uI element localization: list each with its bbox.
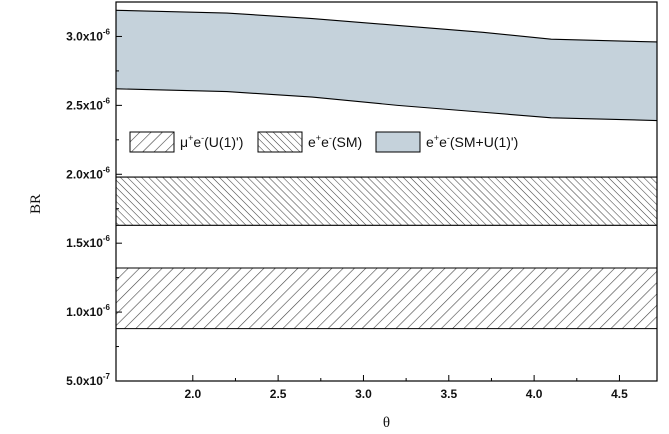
legend: μ+e-(U(1)') e+e-(SM) e+e-(SM+U(1)') [129, 131, 518, 153]
x-tick-label: 4.5 [611, 387, 628, 401]
x-axis: 2.0 2.5 3.0 3.5 4.0 4.5 [184, 375, 628, 401]
legend-item-3: e+e-(SM+U(1)') [375, 131, 518, 153]
band-3-upper-edge [115, 9, 658, 43]
legend-swatch [257, 131, 303, 153]
y-tick-label: 1.5x10-6 [66, 234, 110, 250]
x-tick-label: 2.5 [270, 387, 287, 401]
legend-label: μ+e-(U(1)') [180, 133, 243, 150]
y-tick-label: 2.0x10-6 [66, 165, 110, 181]
y-tick-label: 3.0x10-6 [66, 27, 110, 43]
x-tick-label: 3.5 [440, 387, 457, 401]
band-2 [116, 177, 657, 226]
y-tick-label: 1.0x10-6 [66, 303, 110, 319]
plot-bands [115, 9, 658, 330]
legend-swatch [375, 131, 421, 153]
legend-label: e+e-(SM+U(1)') [426, 133, 518, 150]
y-tick-label: 2.5x10-6 [66, 96, 110, 112]
plot-frame [115, 1, 658, 382]
y-axis-title: BR [28, 194, 44, 214]
legend-swatch [129, 131, 175, 153]
band-3-lower-edge [115, 88, 658, 122]
x-tick-label: 3.0 [355, 387, 372, 401]
y-tick-label: 5.0x10-7 [66, 372, 110, 388]
legend-item-2: e+e-(SM) [257, 131, 362, 153]
x-axis-title: θ [383, 415, 390, 431]
x-tick-label: 2.0 [184, 387, 201, 401]
y-axis: 5.0x10-7 1.0x10-6 1.5x10-6 2.0x10-6 2.5x10-6… [66, 27, 122, 388]
band-1 [116, 267, 657, 329]
x-tick-label: 4.0 [526, 387, 543, 401]
legend-item-1: μ+e-(U(1)') [129, 131, 243, 153]
legend-label: e+e-(SM) [308, 133, 362, 150]
